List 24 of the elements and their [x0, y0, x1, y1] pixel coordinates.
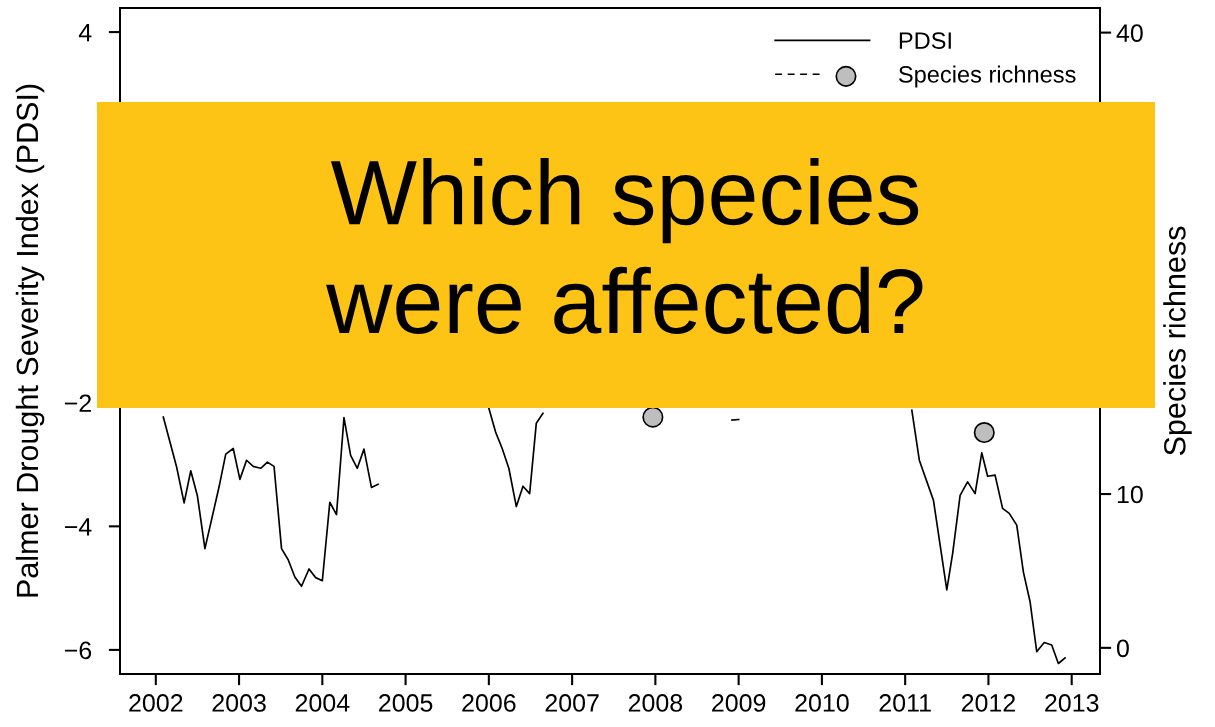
y-tick-label: −6	[64, 641, 92, 660]
x-tick-label: 2010	[795, 694, 849, 712]
x-tick-label: 2004	[295, 694, 350, 712]
y-tick-label: −4	[64, 518, 92, 536]
x-tick-label: 2003	[212, 694, 266, 712]
x-tick-label: 2006	[462, 694, 516, 712]
x-tick-label: 2012	[961, 694, 1015, 712]
x-tick-label: 2009	[712, 694, 766, 712]
x-tick-label: 2002	[129, 694, 183, 712]
y-axis-title: Palmer Drought Severity Index (PDSI)	[15, 84, 45, 597]
x-tick-label: 2005	[379, 694, 433, 712]
x-tick-label: 2008	[628, 694, 683, 712]
y2-tick-label: 0	[1116, 639, 1129, 658]
legend-label: PDSI	[899, 32, 951, 49]
legend-label: Species richness	[898, 65, 1076, 88]
y-tick-label: −2	[64, 394, 91, 412]
y2-tick-label: 40	[1116, 24, 1143, 42]
x-tick-label: 2007	[545, 694, 599, 712]
y2-tick-label: 10	[1117, 485, 1143, 504]
y2-axis-title: Species richness	[1163, 226, 1192, 456]
x-tick-label: 2013	[1045, 694, 1099, 712]
annotation: Which species were affected?	[326, 157, 923, 334]
y-tick-label: 4	[78, 23, 92, 42]
x-tick-label: 2011	[879, 694, 931, 712]
